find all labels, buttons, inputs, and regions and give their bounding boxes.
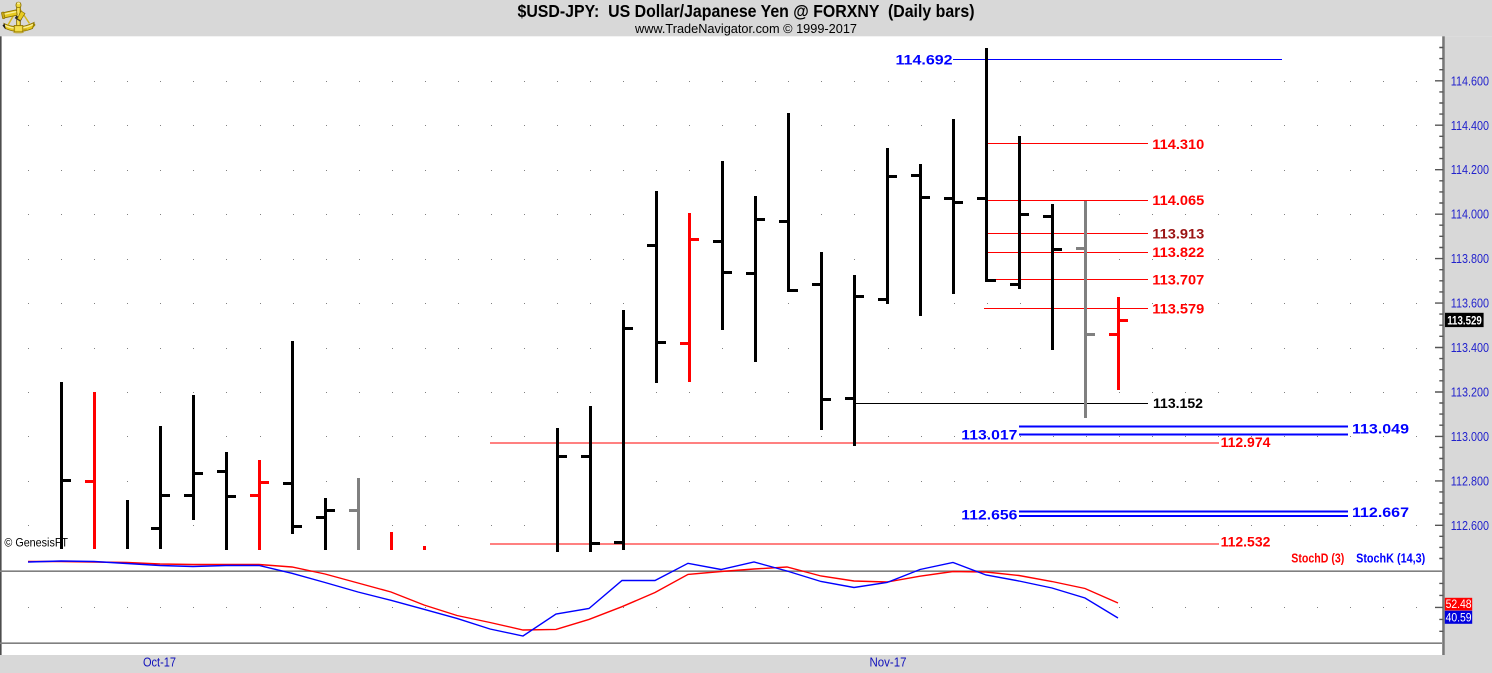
svg-text:112.974: 112.974 (1221, 435, 1271, 450)
svg-text:$USD-JPY: US Dollar/Japanese: $USD-JPY: US Dollar/Japanese Yen @ FORXN… (518, 1, 975, 21)
svg-text:113.000: 113.000 (1451, 430, 1489, 444)
svg-text:114.000: 114.000 (1451, 208, 1489, 222)
svg-text:StochD (3): StochD (3) (1291, 551, 1344, 566)
svg-text:52.48: 52.48 (1446, 597, 1472, 611)
svg-text:114.065: 114.065 (1152, 193, 1204, 208)
svg-text:113.600: 113.600 (1451, 297, 1489, 311)
svg-text:112.656: 112.656 (961, 508, 1018, 523)
svg-text:113.152: 113.152 (1153, 396, 1203, 411)
svg-text:113.800: 113.800 (1451, 252, 1489, 266)
svg-text:112.600: 112.600 (1451, 519, 1489, 533)
svg-text:Nov-17: Nov-17 (870, 654, 907, 669)
svg-text:113.579: 113.579 (1152, 302, 1204, 317)
svg-text:www.TradeNavigator.com © 1999-: www.TradeNavigator.com © 1999-2017 (634, 21, 857, 36)
svg-text:© GenesisFT: © GenesisFT (4, 536, 68, 550)
svg-text:114.310: 114.310 (1152, 137, 1204, 152)
svg-text:113.822: 113.822 (1152, 245, 1204, 260)
svg-text:Oct-17: Oct-17 (143, 654, 176, 669)
svg-text:114.692: 114.692 (896, 53, 954, 68)
svg-text:113.529: 113.529 (1447, 313, 1482, 327)
svg-text:112.800: 112.800 (1451, 474, 1489, 488)
svg-text:113.017: 113.017 (961, 428, 1017, 443)
svg-text:114.200: 114.200 (1451, 163, 1489, 177)
svg-text:112.532: 112.532 (1221, 535, 1271, 550)
svg-text:113.200: 113.200 (1451, 386, 1489, 400)
svg-text:113.400: 113.400 (1451, 341, 1489, 355)
svg-text:112.667: 112.667 (1352, 505, 1409, 520)
svg-text:113.913: 113.913 (1152, 227, 1204, 242)
svg-text:114.600: 114.600 (1451, 74, 1489, 88)
svg-text:StochK (14,3): StochK (14,3) (1356, 551, 1425, 566)
svg-text:40.59: 40.59 (1446, 610, 1472, 624)
svg-text:113.707: 113.707 (1152, 273, 1204, 288)
svg-text:114.400: 114.400 (1451, 119, 1489, 133)
svg-text:113.049: 113.049 (1352, 422, 1410, 437)
